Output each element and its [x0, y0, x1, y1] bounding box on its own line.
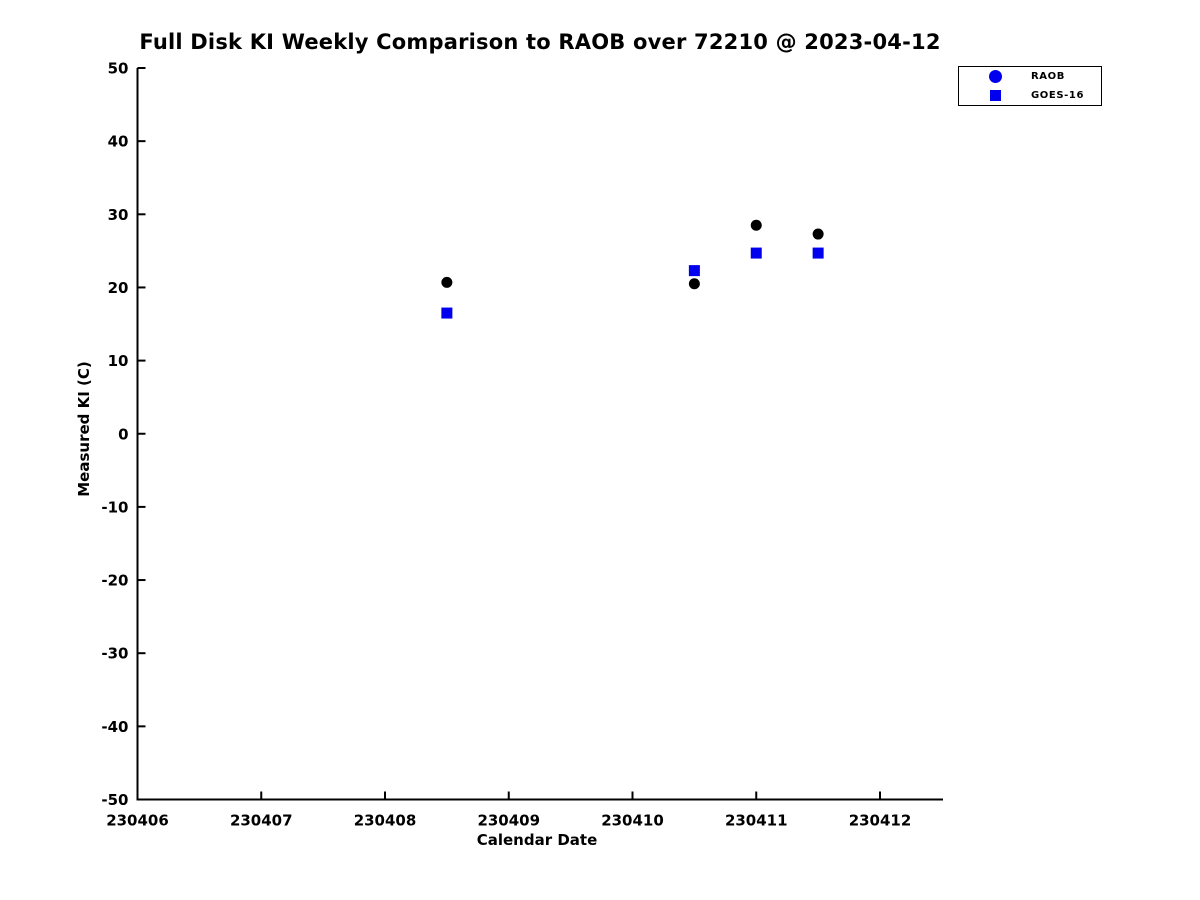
- y-tick-label: -30: [101, 645, 128, 663]
- legend-label-raob: RAOB: [1031, 71, 1065, 82]
- x-tick-label: 230406: [106, 812, 169, 830]
- y-tick-label: -50: [101, 791, 128, 809]
- data-point-goes-16: [441, 307, 453, 319]
- x-tick-label: 230411: [725, 812, 788, 830]
- x-tick-label: 230408: [354, 812, 417, 830]
- y-tick-label: -40: [101, 718, 128, 736]
- legend-marker-cell: [959, 70, 1031, 83]
- y-tick-label: 20: [108, 279, 129, 297]
- y-tick-label: 40: [108, 133, 129, 151]
- y-axis-label: Measured KI (C): [75, 361, 93, 497]
- raob-circle-marker-icon: [988, 70, 1002, 83]
- data-point-raob: [441, 276, 453, 288]
- data-point-raob: [812, 228, 824, 240]
- x-tick-label: 230412: [849, 812, 912, 830]
- legend-entry-raob: RAOB: [959, 69, 1101, 85]
- data-point-goes-16: [750, 247, 762, 259]
- y-tick-label: 50: [108, 60, 129, 78]
- data-point-goes-16: [812, 247, 824, 259]
- legend: RAOB GOES-16: [958, 66, 1102, 106]
- legend-marker-cell: [959, 90, 1031, 101]
- data-point-raob: [750, 219, 762, 231]
- x-tick-label: 230407: [230, 812, 293, 830]
- y-tick-label: -10: [101, 498, 128, 516]
- chart-title: Full Disk KI Weekly Comparison to RAOB o…: [139, 30, 941, 54]
- x-tick-label: 230409: [477, 812, 540, 830]
- data-point-raob: [688, 278, 700, 290]
- x-tick-label: 230410: [601, 812, 664, 830]
- y-tick-label: 0: [118, 425, 128, 443]
- y-tick-label: -20: [101, 572, 128, 590]
- y-tick-label: 30: [108, 206, 129, 224]
- legend-entry-goes-16: GOES-16: [959, 88, 1101, 104]
- y-tick-label: 10: [108, 352, 129, 370]
- legend-label-goes-16: GOES-16: [1031, 90, 1085, 101]
- x-axis-label: Calendar Date: [476, 831, 598, 849]
- data-point-goes-16: [688, 265, 700, 277]
- goes-16-square-marker-icon: [989, 90, 1001, 101]
